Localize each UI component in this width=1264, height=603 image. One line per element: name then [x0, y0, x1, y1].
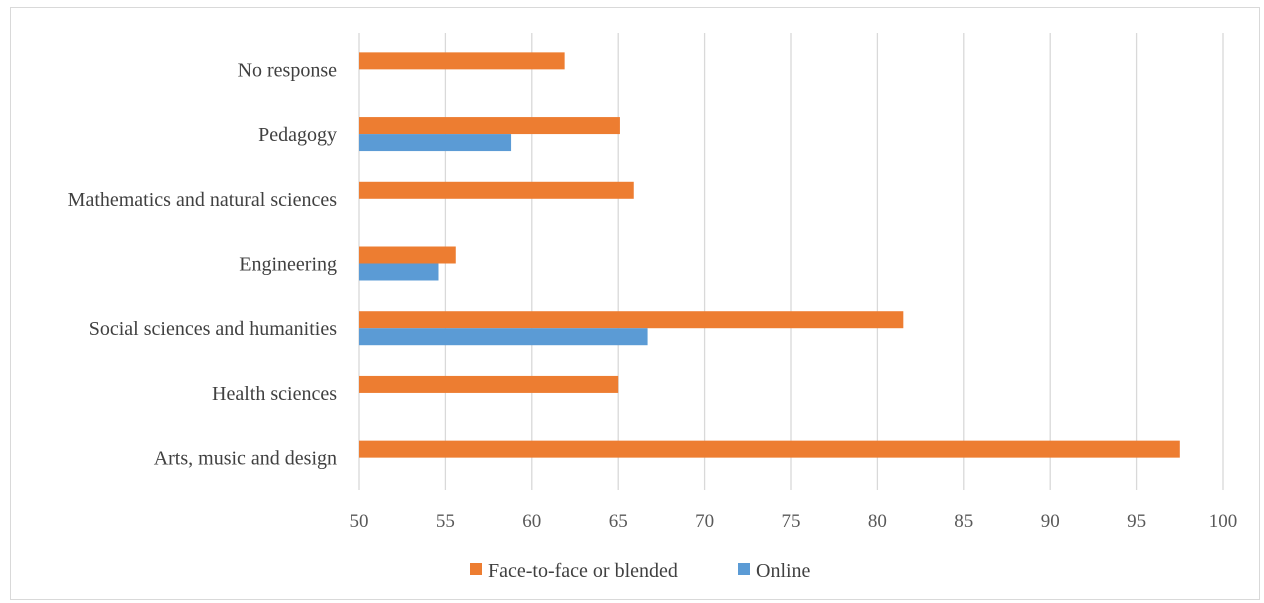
bar-online	[359, 328, 648, 346]
legend-swatch-online	[738, 563, 750, 575]
x-tick-label: 80	[868, 511, 887, 532]
category-label: Pedagogy	[258, 124, 337, 146]
category-label: Social sciences and humanities	[89, 318, 337, 340]
legend-label-online: Online	[756, 560, 811, 582]
x-tick-label: 75	[782, 511, 801, 532]
x-tick-labels: 50 55 60 65 70 75 80 85 90 95 100	[350, 511, 1238, 532]
category-label: No response	[238, 59, 338, 81]
bar-face-to-face	[359, 440, 1180, 458]
legend-swatch-face-to-face	[470, 563, 482, 575]
legend-label-face-to-face: Face-to-face or blended	[488, 560, 678, 582]
bar-face-to-face	[359, 117, 620, 135]
category-label: Engineering	[239, 254, 337, 276]
x-tick-label: 85	[954, 511, 973, 532]
x-tick-label: 55	[436, 511, 455, 532]
bars	[359, 52, 1180, 458]
x-tick-label: 100	[1209, 511, 1238, 532]
category-labels: No response Pedagogy Mathematics and natur…	[68, 59, 338, 469]
gridlines	[358, 33, 1224, 490]
x-tick-label: 60	[522, 511, 541, 532]
bar-face-to-face	[359, 246, 456, 264]
x-tick-label: 65	[609, 511, 628, 532]
bar-face-to-face	[359, 311, 904, 329]
bar-face-to-face	[359, 375, 619, 393]
x-tick-label: 90	[1041, 511, 1060, 532]
bar-online	[359, 263, 439, 281]
x-tick-label: 70	[695, 511, 714, 532]
category-label: Health sciences	[212, 383, 337, 405]
chart-frame	[10, 7, 1260, 600]
category-label: Mathematics and natural sciences	[68, 189, 338, 211]
x-tick-label: 50	[350, 511, 369, 532]
x-tick-label: 95	[1127, 511, 1146, 532]
legend: Face-to-face or blended Online	[470, 560, 811, 582]
bar-face-to-face	[359, 181, 634, 199]
bar-online	[359, 134, 512, 152]
bar-face-to-face	[359, 52, 565, 70]
category-label: Arts, music and design	[154, 448, 337, 470]
